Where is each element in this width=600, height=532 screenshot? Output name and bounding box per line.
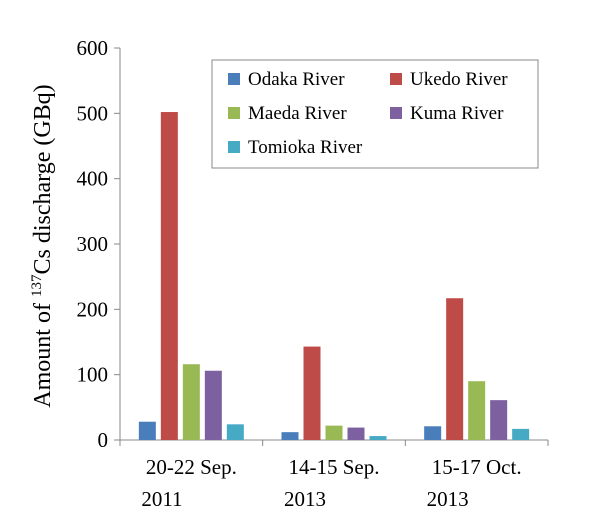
y-axis-label-prefix: Amount of	[30, 297, 56, 408]
x-category-label: 20-22 Sep.	[146, 455, 237, 479]
svg-text:Amount of 137Cs discharge (GBq: Amount of 137Cs discharge (GBq)	[29, 84, 56, 407]
y-tick-label: 0	[98, 428, 109, 452]
legend-label: Odaka River	[248, 69, 345, 90]
legend-items: Odaka River Ukedo River Maeda River Kuma Ri…	[228, 69, 508, 158]
y-tick-label: 400	[77, 167, 109, 191]
x-category-label: 15-17 Oct.	[432, 455, 522, 479]
y-tick-label: 500	[77, 101, 109, 125]
x-category-year-label: 2011	[141, 487, 182, 511]
bar	[226, 424, 244, 440]
legend-label: Ukedo River	[410, 69, 508, 90]
legend-swatch	[228, 73, 240, 85]
legend-label: Tomioka River	[248, 137, 363, 158]
y-ticks: 0 100 200 300 400 500 600	[77, 36, 120, 452]
y-tick-label: 600	[77, 36, 109, 60]
y-tick-label: 100	[77, 363, 109, 387]
x-category-label: 14-15 Sep.	[289, 455, 380, 479]
plot-area: 0 100 200 300 400 500 600 20-22 Sep. 2011 14-15 …	[77, 36, 549, 511]
legend: Odaka River Ukedo River Maeda River Kuma Ri…	[211, 59, 539, 169]
legend-swatch	[390, 73, 402, 85]
bar	[138, 421, 156, 440]
legend-label: Maeda River	[248, 103, 347, 124]
legend-label: Kuma River	[410, 103, 504, 124]
bar	[468, 381, 486, 440]
x-category-labels: 20-22 Sep. 2011 14-15 Sep. 2013 15-17 Oct. 20…	[119, 440, 549, 511]
y-axis-label: Amount of 137Cs discharge (GBq)	[29, 84, 56, 407]
legend-swatch	[228, 141, 240, 153]
bar	[281, 432, 299, 440]
bar	[204, 370, 222, 440]
bar	[446, 298, 464, 440]
bars	[138, 112, 530, 440]
x-category-year-label: 2013	[427, 487, 469, 511]
bar	[325, 425, 343, 440]
y-axis-label-suffix: Cs discharge (GBq)	[30, 84, 56, 274]
legend-swatch	[390, 107, 402, 119]
bar	[490, 400, 508, 440]
legend-box	[211, 59, 539, 169]
y-tick-label: 300	[77, 232, 109, 256]
y-tick-label: 200	[77, 297, 109, 321]
bar	[424, 426, 442, 440]
legend-swatch	[228, 107, 240, 119]
bar	[303, 346, 321, 440]
y-axis-label-superscript: 137	[29, 274, 45, 297]
bar	[182, 364, 200, 440]
bar	[369, 436, 387, 440]
bar	[160, 112, 178, 440]
bar	[347, 427, 365, 440]
x-category-year-label: 2013	[284, 487, 326, 511]
bar	[512, 428, 530, 440]
